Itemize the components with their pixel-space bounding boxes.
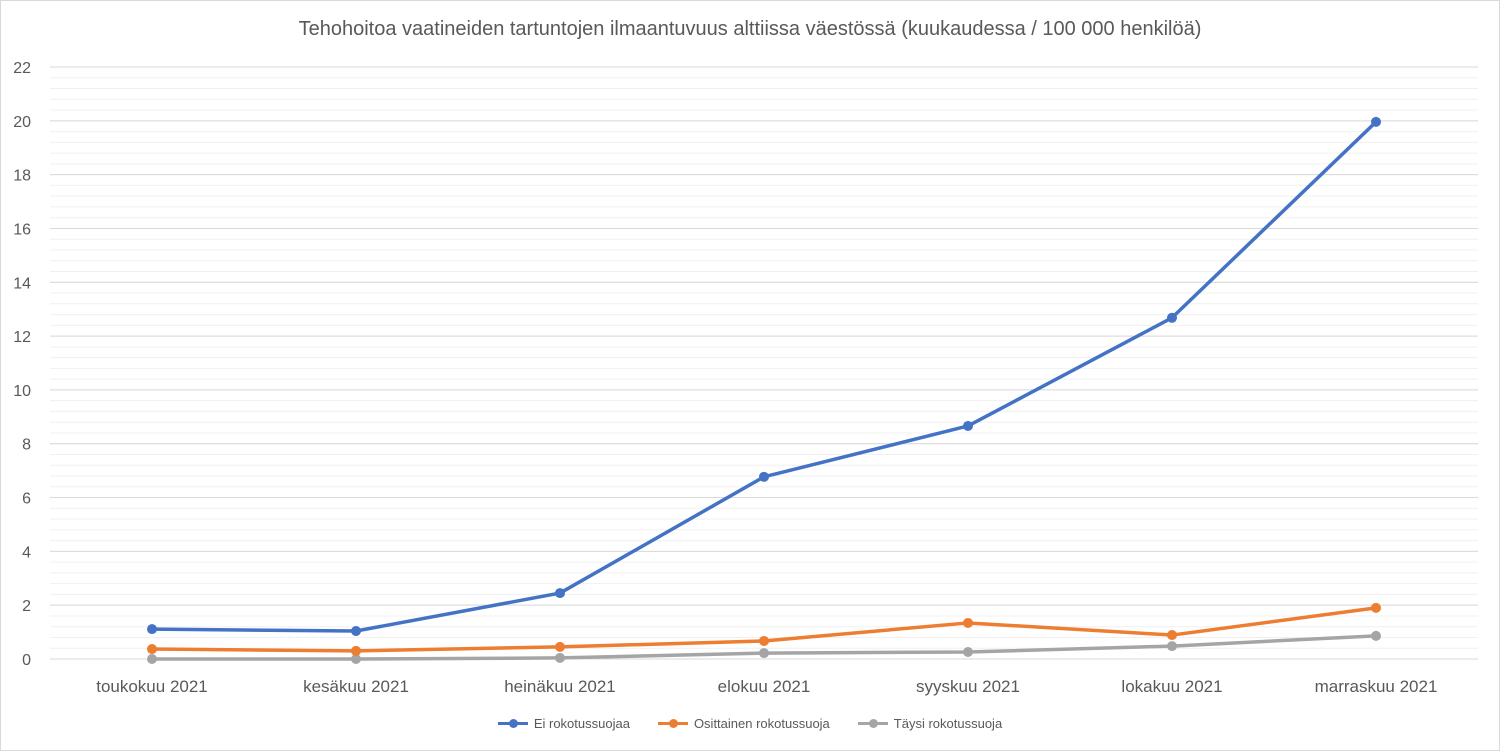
x-tick-label: marraskuu 2021 xyxy=(1315,677,1438,696)
y-tick-label: 20 xyxy=(13,114,31,131)
y-tick-label: 4 xyxy=(22,544,31,561)
y-tick-label: 18 xyxy=(13,168,31,185)
data-point xyxy=(759,471,769,482)
data-point xyxy=(1167,630,1177,641)
data-point xyxy=(351,645,361,656)
legend-marker xyxy=(508,718,518,728)
y-tick-label: 10 xyxy=(13,383,31,400)
data-point xyxy=(351,626,361,637)
legend-item: Täysi rokotussuoja xyxy=(857,716,1003,731)
x-tick-label: heinäkuu 2021 xyxy=(504,677,616,696)
data-point xyxy=(963,617,973,628)
data-point xyxy=(555,652,565,663)
legend-item: Ei rokotussuojaa xyxy=(497,716,630,731)
legend-label: Osittainen rokotussuoja xyxy=(693,716,830,731)
x-tick-label: syyskuu 2021 xyxy=(916,677,1020,696)
data-point xyxy=(963,420,973,431)
legend-swatch xyxy=(497,718,528,728)
data-point xyxy=(759,635,769,646)
x-tick-label: lokakuu 2021 xyxy=(1121,677,1222,696)
data-point xyxy=(351,654,361,664)
y-tick-label: 14 xyxy=(13,275,31,292)
legend: Ei rokotussuojaa Osittainen rokotussuoja… xyxy=(0,716,1500,731)
data-point xyxy=(555,641,565,652)
y-tick-label: 22 xyxy=(13,60,31,77)
legend-item: Osittainen rokotussuoja xyxy=(657,716,830,731)
y-tick-label: 8 xyxy=(22,437,31,454)
data-point xyxy=(1371,602,1381,613)
legend-label: Ei rokotussuojaa xyxy=(533,716,630,731)
legend-swatch xyxy=(857,718,888,728)
data-point xyxy=(555,588,565,599)
legend-marker xyxy=(868,718,878,728)
data-point xyxy=(147,624,157,635)
chart-title: Tehohoitoa vaatineiden tartuntojen ilmaa… xyxy=(298,18,1202,40)
y-tick-label: 0 xyxy=(22,652,31,669)
data-point xyxy=(147,644,157,655)
y-tick-label: 16 xyxy=(13,221,31,238)
data-point xyxy=(759,648,769,659)
y-tick-label: 2 xyxy=(22,598,31,615)
data-point xyxy=(1371,116,1381,127)
data-point xyxy=(1167,312,1177,323)
series-line xyxy=(151,120,1378,633)
data-point xyxy=(963,647,973,658)
data-point xyxy=(1167,641,1177,652)
x-tick-label: toukokuu 2021 xyxy=(96,677,208,696)
legend-marker xyxy=(668,718,678,728)
data-point xyxy=(147,654,157,664)
x-tick-label: elokuu 2021 xyxy=(718,677,811,696)
y-tick-label: 12 xyxy=(13,329,31,346)
x-tick-label: kesäkuu 2021 xyxy=(303,677,409,696)
legend-label: Täysi rokotussuoja xyxy=(893,716,1003,731)
y-tick-label: 6 xyxy=(22,491,31,508)
legend-swatch xyxy=(657,718,688,728)
data-point xyxy=(1371,630,1381,641)
